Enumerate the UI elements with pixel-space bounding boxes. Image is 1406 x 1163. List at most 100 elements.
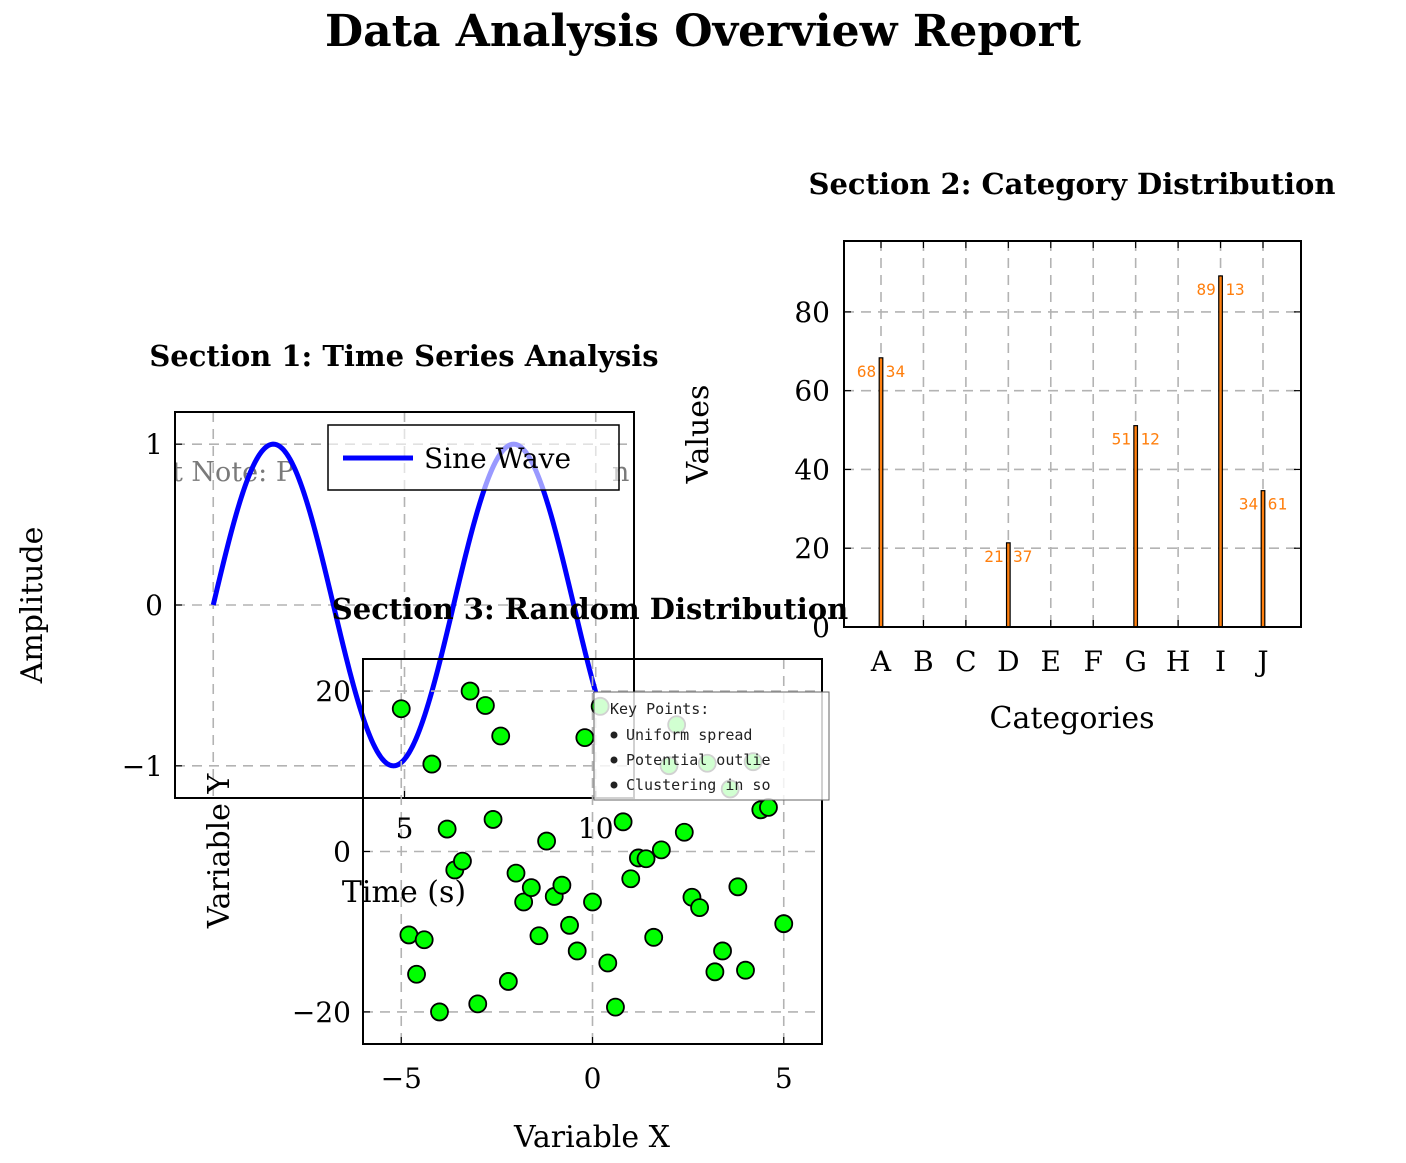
sine-y-tick-labels: −1 0 1 xyxy=(122,428,163,783)
bar-y-tick-label: 80 xyxy=(794,296,830,329)
scatter-x-tick-labels: −5 0 5 xyxy=(381,1062,793,1095)
key-point-bullet-icon xyxy=(610,756,618,764)
sine-x-tick-labels: 5 10 xyxy=(396,812,614,845)
bar-data-label: 89.13 xyxy=(1196,280,1244,299)
bar-x-tick-label: D xyxy=(997,645,1019,678)
bar-x-tick-label: E xyxy=(1041,645,1061,678)
section-1-title: Section 1: Time Series Analysis xyxy=(149,339,658,373)
section-2-bar-chart: Section 2: Category Distribution 68.34 21… xyxy=(681,167,1335,736)
key-point-bullet-icon xyxy=(610,781,618,789)
bar-x-tick-label: H xyxy=(1166,645,1190,678)
scatter-point xyxy=(644,927,664,947)
scatter-point xyxy=(621,869,641,889)
key-point-bullet-icon xyxy=(610,731,618,739)
scatter-point xyxy=(736,960,755,980)
bar-x-tick-label: C xyxy=(955,645,976,678)
scatter-point xyxy=(560,915,579,935)
scatter-point xyxy=(422,754,442,774)
sine-legend: Sine Wave xyxy=(327,424,620,491)
bar-data-label: 68.34 xyxy=(857,362,905,381)
sine-legend-label: Sine Wave xyxy=(424,442,571,475)
bar-y-tick-label: 60 xyxy=(794,375,830,408)
bar-x-tick-label: I xyxy=(1215,645,1226,678)
scatter-point xyxy=(728,877,748,897)
bar-data-label: 21.37 xyxy=(984,547,1032,566)
sine-annotation-note: t Note: P xyxy=(172,457,294,488)
scatter-x-tick-label: 5 xyxy=(775,1062,793,1095)
sine-x-axis-label: Time (s) xyxy=(342,875,466,910)
scatter-point xyxy=(430,1002,449,1022)
bar-x-tick-label: J xyxy=(1254,645,1268,678)
section-3-title: Section 3: Random Distribution xyxy=(332,592,848,626)
scatter-point xyxy=(690,898,709,918)
scatter-plot-frame xyxy=(362,658,823,1045)
scatter-key-points-box: Key Points: Uniform spread Potential out… xyxy=(593,691,830,801)
scatter-point xyxy=(583,892,602,912)
sine-y-tick-label: −1 xyxy=(122,750,163,783)
scatter-point xyxy=(498,972,518,991)
key-points-title: Key Points: xyxy=(610,700,709,718)
bar-y-tick-label: 40 xyxy=(794,453,830,486)
scatter-point xyxy=(460,681,480,701)
scatter-y-tick-label: 20 xyxy=(315,675,351,708)
bar-y-axis-label: Values xyxy=(681,385,716,485)
bar-y-tick-label: 20 xyxy=(794,532,830,565)
scatter-x-tick-label: 0 xyxy=(584,1062,602,1095)
scatter-point xyxy=(407,964,426,984)
scatter-point xyxy=(537,831,556,851)
scatter-point xyxy=(483,810,503,829)
scatter-point xyxy=(713,941,732,961)
sine-y-tick-label: 0 xyxy=(145,589,163,622)
scatter-point xyxy=(705,962,725,982)
scatter-point xyxy=(453,851,472,871)
bar-mark xyxy=(1133,425,1139,628)
key-point-item: Potential outlie xyxy=(626,751,771,769)
scatter-point xyxy=(575,728,595,748)
scatter-point xyxy=(391,699,411,719)
scatter-point xyxy=(468,994,488,1014)
scatter-point xyxy=(636,849,656,869)
bar-x-tick-label: B xyxy=(913,645,934,678)
report-title: Data Analysis Overview Report xyxy=(325,6,1082,57)
bar-plot-frame xyxy=(843,240,1302,628)
key-point-item: Uniform spread xyxy=(626,726,752,744)
scatter-point xyxy=(567,941,587,961)
scatter-y-tick-labels: −20 0 20 xyxy=(292,675,351,1029)
scatter-point xyxy=(475,696,495,715)
scatter-point xyxy=(651,840,671,860)
scatter-point xyxy=(606,997,625,1017)
scatter-point xyxy=(437,819,457,839)
scatter-point xyxy=(521,878,541,897)
scatter-point xyxy=(613,812,633,832)
scatter-point xyxy=(529,926,549,946)
sine-x-tick-label: 10 xyxy=(578,812,614,845)
bar-x-tick-label: G xyxy=(1124,645,1146,678)
section-1-line-chart: Section 1: Time Series Analysis t Note: … xyxy=(15,339,659,799)
key-point-item: Clustering in so xyxy=(626,776,771,794)
scatter-point xyxy=(759,797,778,817)
bar-data-label: 51.12 xyxy=(1112,430,1160,449)
bar-mark xyxy=(878,357,884,628)
bar-y-tick-labels: 0 20 40 60 80 xyxy=(794,296,830,644)
sine-x-tick-label: 5 xyxy=(396,812,414,845)
scatter-point xyxy=(491,726,511,746)
scatter-y-tick-label: −20 xyxy=(292,996,351,1029)
scatter-y-axis-label: Variable Y xyxy=(202,773,237,930)
sine-y-tick-label: 1 xyxy=(145,428,163,461)
section-3-scatter-chart: Section 3: Random Distribution Key Point… xyxy=(202,592,848,1155)
scatter-point xyxy=(514,892,534,912)
scatter-point xyxy=(598,953,618,973)
scatter-x-tick-label: −5 xyxy=(381,1062,422,1095)
bar-x-axis-label: Categories xyxy=(990,701,1155,736)
scatter-y-tick-label: 0 xyxy=(333,836,351,869)
bar-y-tick-label: 0 xyxy=(812,611,830,644)
scatter-point xyxy=(399,925,419,945)
bar-x-tick-label: A xyxy=(870,645,892,678)
sine-plot-frame xyxy=(174,411,635,799)
section-2-title: Section 2: Category Distribution xyxy=(809,167,1336,201)
bar-marks xyxy=(878,275,1266,628)
bar-mark xyxy=(1218,275,1223,628)
scatter-point xyxy=(552,875,572,895)
scatter-point xyxy=(774,914,794,934)
